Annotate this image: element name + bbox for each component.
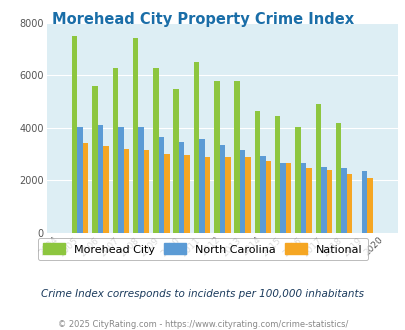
Legend: Morehead City, North Carolina, National: Morehead City, North Carolina, National [38, 238, 367, 260]
Bar [300, 163, 305, 233]
Bar [234, 81, 239, 233]
Bar [83, 143, 88, 233]
Text: Crime Index corresponds to incidents per 100,000 inhabitants: Crime Index corresponds to incidents per… [41, 289, 364, 299]
Bar [204, 157, 210, 233]
Bar [173, 88, 179, 233]
Bar [326, 170, 331, 233]
Bar [213, 81, 219, 233]
Bar [158, 137, 164, 233]
Bar [103, 146, 109, 233]
Bar [153, 68, 158, 233]
Bar [92, 86, 98, 233]
Bar [341, 169, 346, 233]
Bar [98, 125, 103, 233]
Bar [366, 178, 372, 233]
Bar [138, 127, 143, 233]
Bar [118, 127, 123, 233]
Bar [219, 145, 224, 233]
Text: Morehead City Property Crime Index: Morehead City Property Crime Index [52, 12, 353, 26]
Bar [305, 168, 311, 233]
Bar [164, 153, 169, 233]
Bar [274, 116, 280, 233]
Bar [320, 167, 326, 233]
Bar [315, 104, 320, 233]
Text: © 2025 CityRating.com - https://www.cityrating.com/crime-statistics/: © 2025 CityRating.com - https://www.city… [58, 320, 347, 329]
Bar [193, 62, 199, 233]
Bar [346, 175, 352, 233]
Bar [112, 68, 118, 233]
Bar [245, 157, 250, 233]
Bar [132, 38, 138, 233]
Bar [123, 149, 129, 233]
Bar [285, 163, 291, 233]
Bar [265, 161, 271, 233]
Bar [260, 156, 265, 233]
Bar [224, 157, 230, 233]
Bar [239, 150, 245, 233]
Bar [72, 36, 77, 233]
Bar [294, 127, 300, 233]
Bar [143, 150, 149, 233]
Bar [77, 127, 83, 233]
Bar [254, 111, 260, 233]
Bar [280, 163, 285, 233]
Bar [184, 155, 190, 233]
Bar [179, 142, 184, 233]
Bar [335, 123, 341, 233]
Bar [361, 171, 366, 233]
Bar [199, 139, 204, 233]
